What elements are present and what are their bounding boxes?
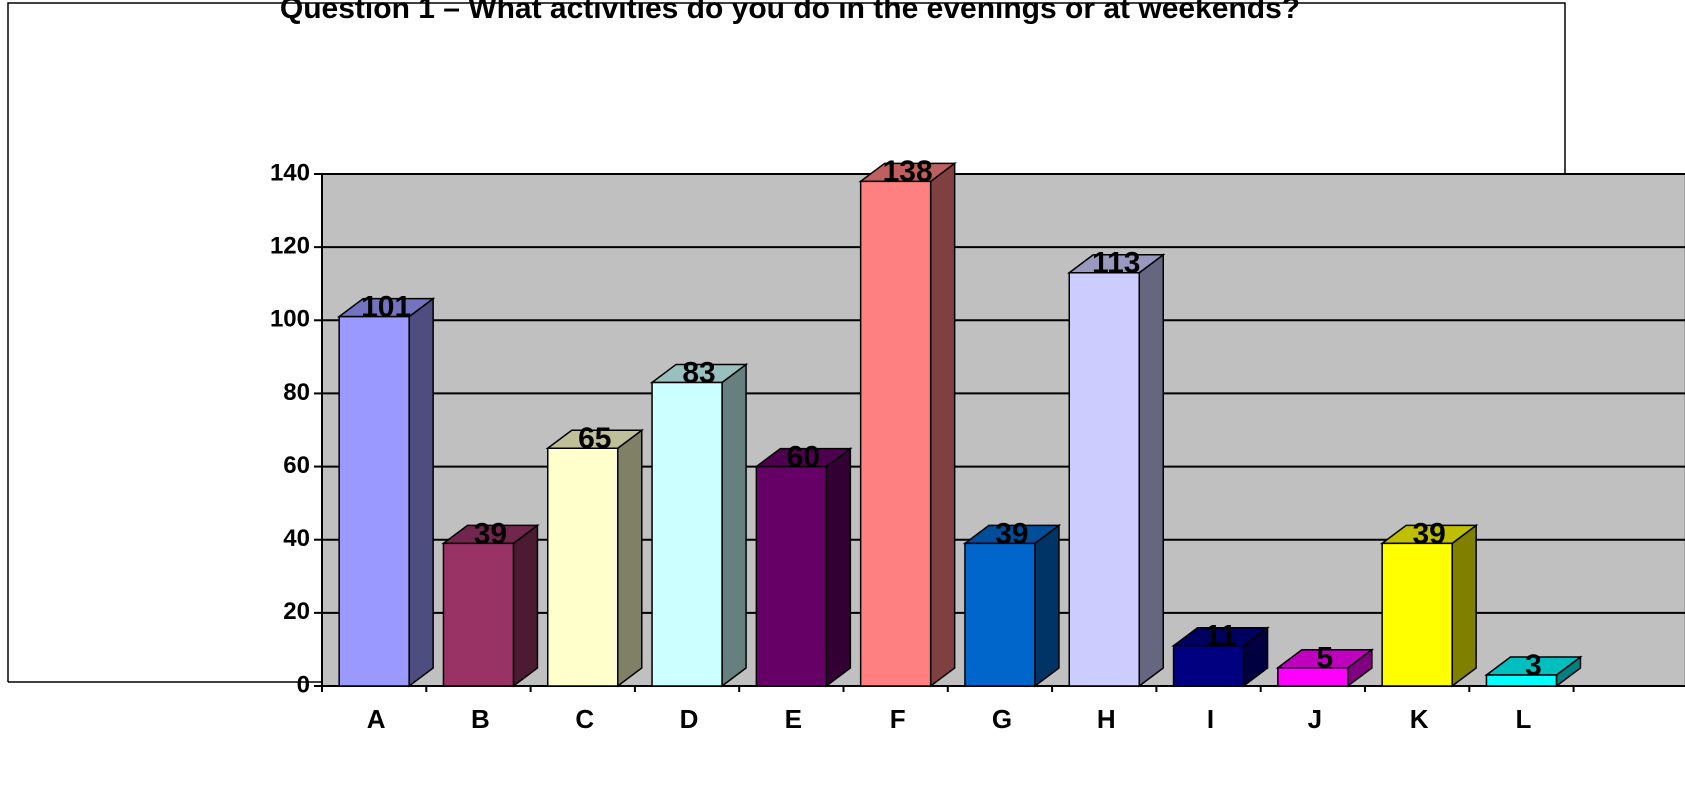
y-tick-label: 100 [270,306,310,333]
bar [336,297,436,688]
x-tick-label: H [1097,704,1116,734]
x-tick-label: I [1207,704,1214,734]
data-label: 101 [361,291,411,324]
data-label: 39 [995,517,1028,550]
bar-face [1485,674,1558,687]
bar-face [651,381,723,687]
x-tick-label: G [992,704,1012,734]
bar-face [1068,271,1140,687]
bar-face [1172,645,1245,687]
y-tick-label: 20 [283,598,310,625]
bar [962,523,1062,688]
data-label: 11 [1205,620,1237,653]
data-label: 138 [883,155,933,188]
bar-face [964,542,1036,687]
bar [1379,523,1479,688]
data-label: 3 [1525,649,1542,682]
x-tick-label: C [575,704,594,734]
bar [545,428,644,688]
x-tick-label: K [1410,704,1429,734]
x-tick-label: J [1308,704,1322,734]
bar-face [1451,523,1477,688]
y-tick-label: 0 [297,671,310,698]
bar-face [1138,253,1164,688]
bar-face [1277,666,1349,687]
bar-face [1034,523,1060,688]
bar [649,362,749,688]
data-label: 83 [682,356,715,389]
bar-face [408,297,434,688]
data-label: 39 [474,517,507,550]
data-label: 113 [1092,247,1140,280]
bar [754,447,853,688]
bar [1484,655,1583,688]
bar-face [547,447,619,687]
x-tick-label: L [1516,704,1532,734]
x-tick-label: F [890,704,906,734]
bar-face [1381,542,1453,687]
bar [1275,648,1375,688]
y-tick-label: 40 [283,525,310,552]
bar-face [859,180,932,687]
bar [1171,626,1270,688]
chart-frame [7,2,1566,682]
bar [441,523,540,688]
bar-face [442,542,515,687]
bar-face [512,523,539,688]
bar-face [825,447,852,688]
x-tick-label: B [471,704,490,734]
bar-face [617,428,643,688]
chart-title: Question 1 – What activities do you do i… [280,0,1300,25]
data-label: 65 [578,422,611,455]
bar-face [338,315,410,687]
y-tick-label: 140 [270,159,310,186]
y-tick-label: 80 [283,379,310,406]
bar-face [929,161,956,688]
bar [858,161,957,688]
x-tick-label: D [680,704,699,734]
bar-face [721,362,747,688]
data-label: 39 [1412,517,1445,550]
data-label: 5 [1317,642,1334,675]
y-tick-label: 120 [270,232,310,259]
y-tick-label: 60 [283,452,310,479]
bar-face [755,465,828,687]
x-tick-label: A [367,704,386,734]
bar [1067,253,1166,688]
data-label: 60 [787,440,820,473]
x-tick-label: E [785,704,802,734]
